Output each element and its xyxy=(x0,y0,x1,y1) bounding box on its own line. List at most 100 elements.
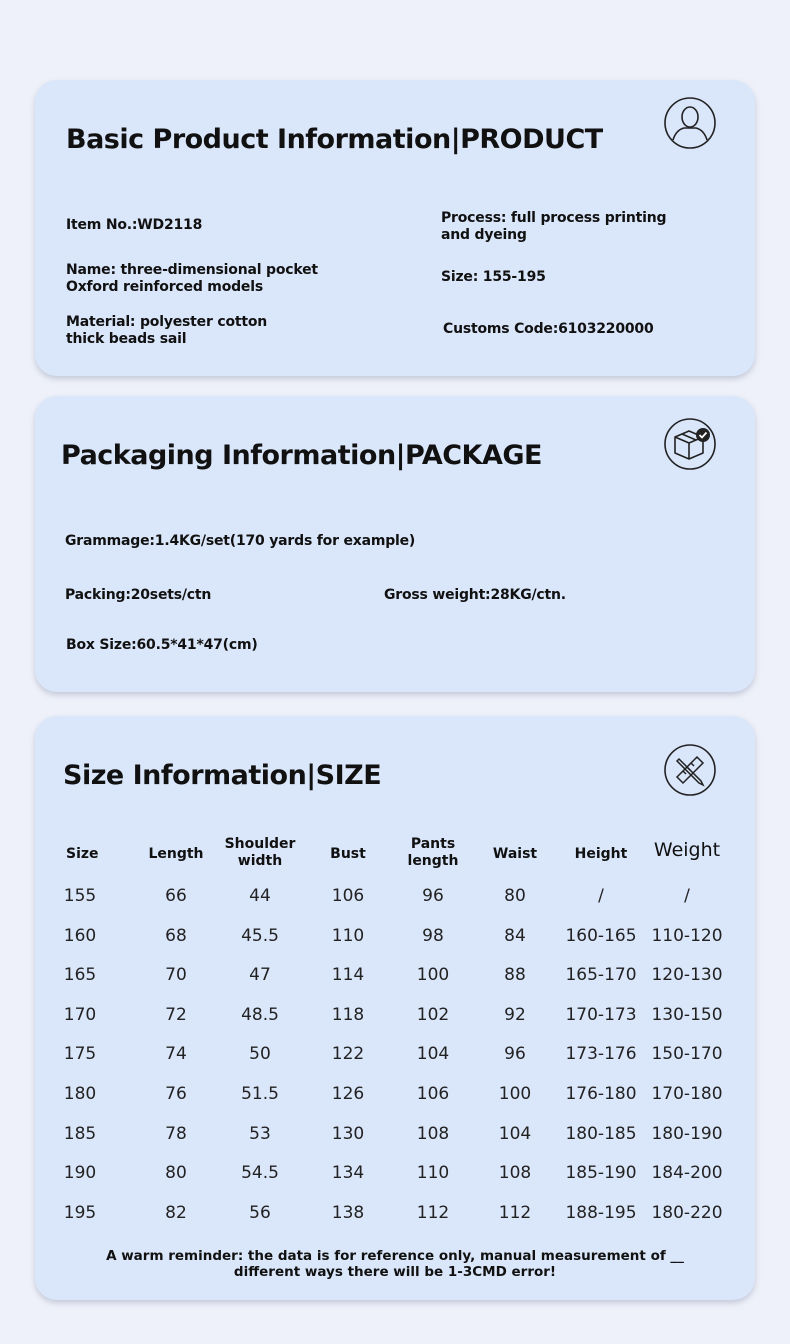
table-cell: 155 xyxy=(63,886,97,906)
table-cell: 112 xyxy=(416,1202,450,1223)
table-cell: 66 xyxy=(165,886,187,906)
column-header: Height xyxy=(574,846,628,862)
box-size: Box Size:60.5*41*47(cm) xyxy=(66,637,258,653)
gross-weight: Gross weight:28KG/ctn. xyxy=(384,587,566,603)
table-cell: 47 xyxy=(249,965,271,986)
table-cell: 126 xyxy=(331,1084,365,1104)
table-cell: 180-220 xyxy=(651,1202,723,1223)
table-cell: 170-173 xyxy=(565,1004,637,1025)
table-cell: 78 xyxy=(165,1123,187,1144)
table-cell: 165 xyxy=(63,965,97,986)
table-cell: / xyxy=(684,886,690,906)
table-cell: 176-180 xyxy=(565,1084,637,1104)
table-cell: 80 xyxy=(165,1163,187,1184)
table-cell: 160 xyxy=(63,925,97,946)
product-title: Basic Product Information|PRODUCT xyxy=(66,124,603,155)
packing: Packing:20sets/ctn xyxy=(65,587,212,603)
header-line: length xyxy=(407,853,459,869)
column-header: Bust xyxy=(330,846,366,862)
table-cell: / xyxy=(598,886,604,906)
table-cell: 48.5 xyxy=(241,1004,279,1025)
reminder-note: A warm reminder: the data is for referen… xyxy=(35,1248,755,1280)
table-cell: 106 xyxy=(416,1084,450,1104)
table-cell: 106 xyxy=(331,886,365,906)
process-line: Process: full process printing xyxy=(441,210,667,226)
table-cell: 53 xyxy=(249,1123,271,1144)
table-cell: 188-195 xyxy=(565,1202,637,1223)
product-card: Basic Product Information|PRODUCT Item N… xyxy=(35,80,755,376)
table-cell: 110 xyxy=(416,1163,450,1184)
column-header: Pants length xyxy=(388,836,478,870)
table-cell: 170-180 xyxy=(651,1084,723,1104)
table-cell: 68 xyxy=(165,925,187,946)
table-cell: 195 xyxy=(63,1202,97,1223)
column-header: Waist xyxy=(492,846,538,862)
table-cell: 45.5 xyxy=(241,925,279,946)
table-cell: 54.5 xyxy=(241,1163,279,1184)
header-line: Pants xyxy=(410,836,456,852)
column-header: Weight xyxy=(653,839,721,861)
table-cell: 120-130 xyxy=(651,965,723,986)
person-icon xyxy=(664,97,716,149)
material-line: thick beads sail xyxy=(66,331,187,347)
table-cell: 98 xyxy=(422,925,444,946)
table-cell: 92 xyxy=(504,1004,526,1025)
column-header: Shoulder width xyxy=(215,836,305,870)
size-title: Size Information|SIZE xyxy=(63,760,382,791)
table-cell: 80 xyxy=(504,886,526,906)
table-cell: 50 xyxy=(249,1044,271,1065)
package-card: Packaging Information|PACKAGE Grammage:1… xyxy=(35,396,755,692)
ruler-pencil-icon xyxy=(664,744,716,796)
box-check-icon xyxy=(664,418,716,470)
table-cell: 175 xyxy=(63,1044,97,1065)
table-cell: 185 xyxy=(63,1123,97,1144)
table-cell: 84 xyxy=(504,925,526,946)
table-cell: 170 xyxy=(63,1004,97,1025)
note-line: different ways there will be 1-3CMD erro… xyxy=(233,1264,557,1280)
table-cell: 88 xyxy=(504,965,526,986)
product-name: Name: three-dimensional pocket Oxford rei… xyxy=(66,262,318,296)
table-cell: 134 xyxy=(331,1163,365,1184)
process: Process: full process printing and dyeing xyxy=(441,210,666,244)
table-cell: 108 xyxy=(416,1123,450,1144)
table-cell: 104 xyxy=(498,1123,532,1144)
table-cell: 130 xyxy=(331,1123,365,1144)
customs-code: Customs Code:6103220000 xyxy=(443,321,654,337)
table-cell: 100 xyxy=(416,965,450,986)
size-range: Size: 155-195 xyxy=(441,269,546,285)
table-cell: 190 xyxy=(63,1163,97,1184)
table-cell: 130-150 xyxy=(651,1004,723,1025)
item-number: Item No.:WD2118 xyxy=(66,217,203,233)
table-cell: 180-185 xyxy=(565,1123,637,1144)
table-cell: 118 xyxy=(331,1004,365,1025)
material: Material: polyester cotton thick beads sa… xyxy=(66,314,267,348)
table-cell: 96 xyxy=(422,886,444,906)
table-cell: 96 xyxy=(504,1044,526,1065)
table-cell: 165-170 xyxy=(565,965,637,986)
column-header: Size xyxy=(66,846,99,862)
table-cell: 185-190 xyxy=(565,1163,637,1184)
table-cell: 110 xyxy=(331,925,365,946)
table-cell: 110-120 xyxy=(651,925,723,946)
table-cell: 74 xyxy=(165,1044,187,1065)
column-header: Length xyxy=(148,846,204,862)
table-cell: 180-190 xyxy=(651,1123,723,1144)
grammage: Grammage:1.4KG/set(170 yards for example… xyxy=(65,533,416,549)
process-line: and dyeing xyxy=(441,227,527,243)
table-cell: 180 xyxy=(63,1084,97,1104)
table-cell: 138 xyxy=(331,1202,365,1223)
table-cell: 51.5 xyxy=(241,1084,279,1104)
table-cell: 76 xyxy=(165,1084,187,1104)
table-cell: 56 xyxy=(249,1202,271,1223)
table-cell: 72 xyxy=(165,1004,187,1025)
name-line: Name: three-dimensional pocket xyxy=(66,262,318,278)
table-cell: 160-165 xyxy=(565,925,637,946)
table-cell: 44 xyxy=(249,886,271,906)
table-cell: 108 xyxy=(498,1163,532,1184)
package-title: Packaging Information|PACKAGE xyxy=(61,440,542,471)
note-line: A warm reminder: the data is for referen… xyxy=(106,1248,684,1264)
table-cell: 82 xyxy=(165,1202,187,1223)
table-cell: 102 xyxy=(416,1004,450,1025)
size-card: Size Information|SIZE Size Length Shoulder… xyxy=(35,716,755,1300)
table-cell: 70 xyxy=(165,965,187,986)
